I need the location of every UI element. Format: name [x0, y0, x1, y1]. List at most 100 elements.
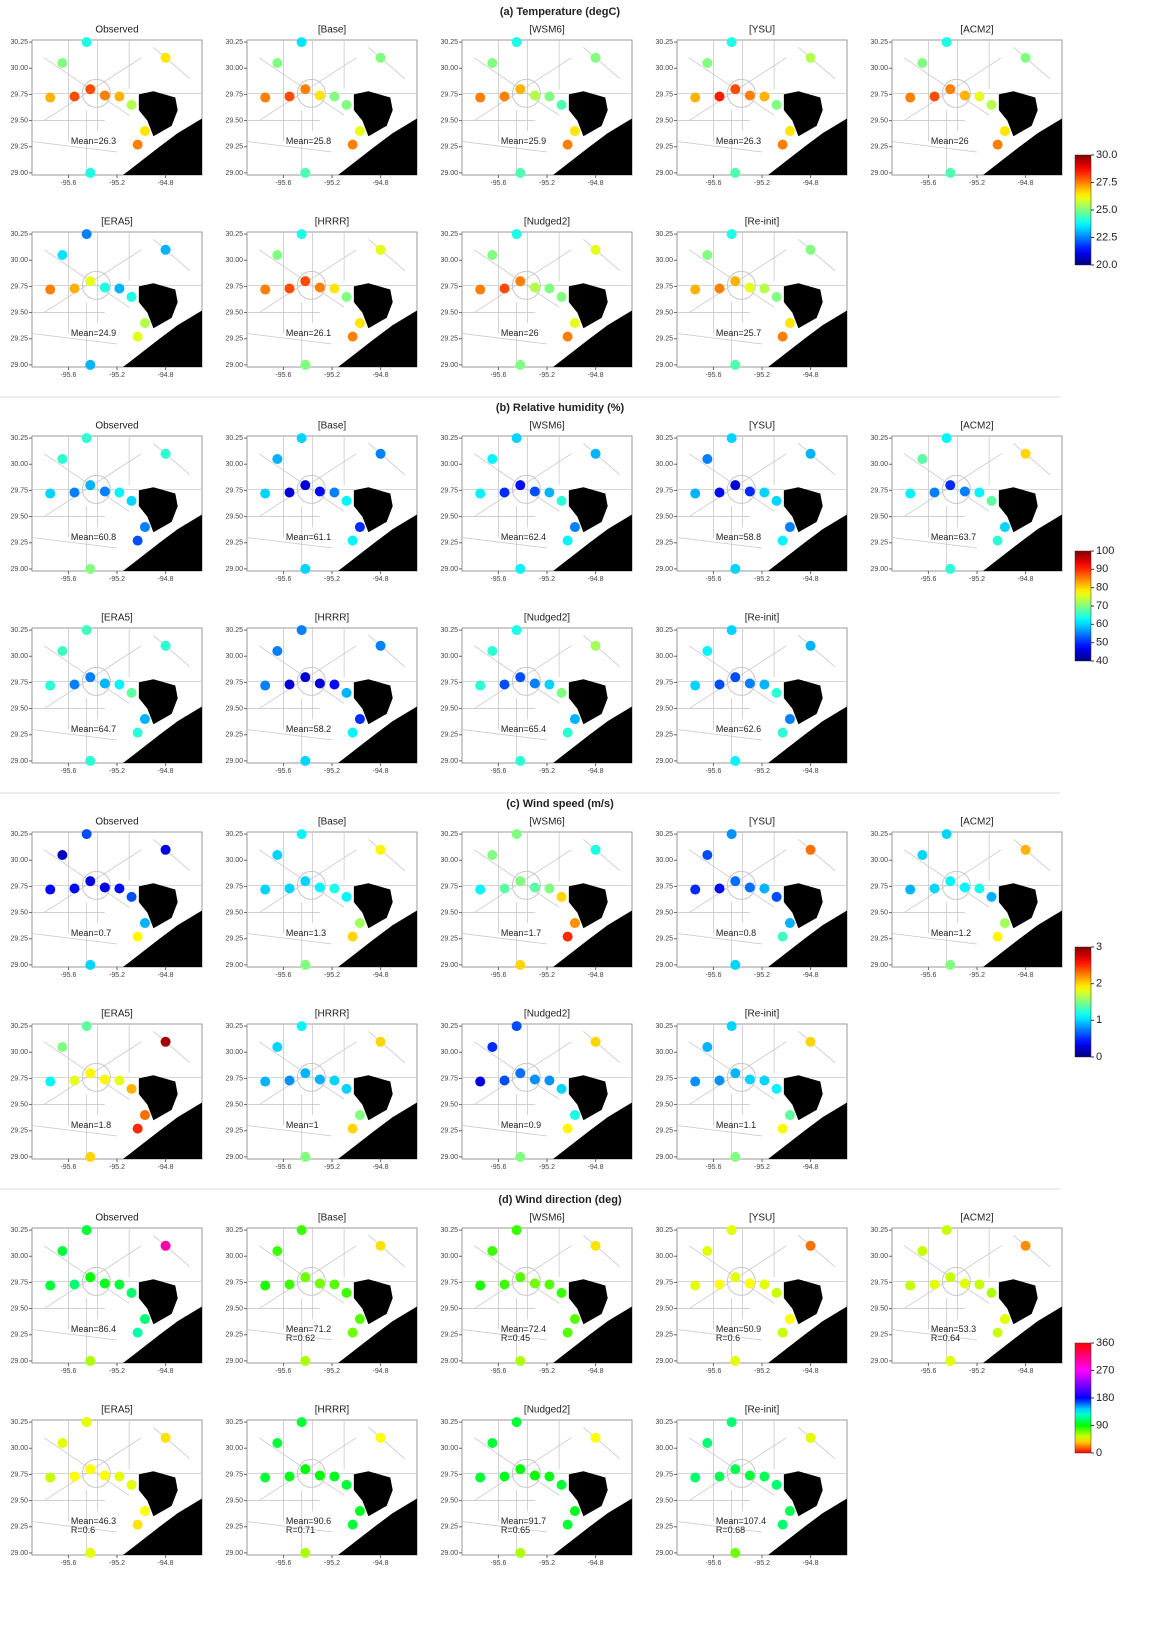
station-marker [139, 1506, 150, 1517]
map-panel: 29.00 29.25 29.50 29.75 30.00 30.25 -95.6 -95.2… [10, 1405, 203, 1567]
y-tick-label: 30.25 [440, 435, 458, 442]
x-tick-label: -94.8 [373, 768, 389, 775]
x-tick-label: -94.8 [588, 1164, 604, 1171]
x-tick-label: -95.2 [754, 972, 770, 979]
x-tick-label: -95.6 [920, 972, 936, 979]
x-tick-label: -94.8 [1018, 1368, 1034, 1375]
station-marker [487, 646, 498, 657]
y-tick-label: 30.25 [655, 1023, 673, 1030]
annotation: Mean=90.6 [286, 1516, 331, 1526]
station-marker [562, 535, 573, 546]
station-marker [986, 891, 997, 902]
station-marker [300, 563, 311, 574]
y-tick-label: 29.00 [870, 962, 888, 969]
station-marker [284, 91, 295, 102]
x-tick-label: -95.6 [60, 576, 76, 583]
y-tick-label: 29.75 [655, 1471, 673, 1478]
station-marker [590, 448, 601, 459]
y-tick-label: 29.25 [440, 1524, 458, 1531]
x-tick-label: -95.6 [490, 768, 506, 775]
station-marker [917, 454, 928, 465]
station-marker [272, 250, 283, 261]
colorbar [1074, 154, 1092, 266]
annotation: Mean=50.9 [716, 1324, 761, 1334]
station-marker [160, 1432, 171, 1443]
y-tick-label: 29.50 [440, 513, 458, 520]
station-marker [272, 1042, 283, 1053]
station-marker [114, 91, 125, 102]
y-tick-label: 29.00 [870, 1358, 888, 1365]
station-marker [515, 84, 526, 95]
map-panel: 29.00 29.25 29.50 29.75 30.00 30.25 -95.6 -95.2… [655, 1405, 848, 1567]
annotation: Mean=0.7 [71, 928, 111, 938]
station-marker [702, 850, 713, 861]
station-marker [160, 1240, 171, 1251]
y-tick-label: 30.25 [655, 1227, 673, 1234]
station-marker [759, 283, 770, 294]
station-marker [475, 284, 486, 295]
colorbar-tick-label: 40 [1096, 655, 1108, 667]
x-tick-label: -94.8 [373, 972, 389, 979]
y-tick-label: 29.00 [655, 362, 673, 369]
x-tick-label: -94.8 [588, 768, 604, 775]
station-marker [347, 331, 358, 342]
station-marker [771, 99, 782, 110]
station-marker [314, 882, 325, 893]
x-tick-label: -94.8 [158, 1164, 174, 1171]
y-tick-label: 30.00 [870, 65, 888, 72]
panel-title: Observed [95, 1213, 138, 1224]
station-marker [139, 126, 150, 137]
station-marker [329, 283, 340, 294]
x-tick-label: -95.2 [324, 576, 340, 583]
station-marker [329, 883, 340, 894]
station-marker [487, 1438, 498, 1449]
map-panel: 29.00 29.25 29.50 29.75 30.00 30.25 -95.6 -95.2… [440, 25, 633, 187]
y-tick-label: 29.75 [10, 487, 28, 494]
station-marker [771, 1287, 782, 1298]
annotation: Mean=1.2 [931, 928, 971, 938]
station-marker [730, 876, 741, 887]
station-marker [992, 535, 1003, 546]
station-marker [375, 52, 386, 63]
station-marker [515, 755, 526, 766]
station-marker [569, 318, 580, 329]
station-marker [726, 1417, 737, 1428]
station-marker [805, 448, 816, 459]
station-marker [85, 1272, 96, 1283]
station-marker [529, 282, 540, 293]
y-tick-label: 29.50 [870, 909, 888, 916]
station-marker [974, 91, 985, 102]
station-marker [945, 480, 956, 491]
station-marker [260, 1280, 271, 1291]
station-marker [569, 1314, 580, 1325]
station-marker [272, 1246, 283, 1257]
station-marker [296, 1021, 307, 1032]
station-marker [515, 672, 526, 683]
station-marker [45, 680, 56, 691]
y-tick-label: 29.00 [655, 962, 673, 969]
y-tick-label: 29.25 [10, 1128, 28, 1135]
annotation: Mean=26 [931, 136, 969, 146]
y-tick-label: 29.25 [440, 144, 458, 151]
station-marker [296, 829, 307, 840]
station-marker [85, 1068, 96, 1079]
y-tick-label: 29.75 [10, 91, 28, 98]
station-marker [272, 646, 283, 657]
station-marker [347, 1519, 358, 1530]
x-tick-label: -95.2 [969, 972, 985, 979]
station-marker [160, 640, 171, 651]
y-tick-label: 29.50 [440, 1101, 458, 1108]
colorbar-tick-label: 180 [1096, 1392, 1114, 1404]
station-marker [730, 84, 741, 95]
station-marker [347, 931, 358, 942]
station-marker [730, 1464, 741, 1475]
x-tick-label: -94.8 [588, 372, 604, 379]
station-marker [341, 99, 352, 110]
station-marker [945, 876, 956, 887]
x-tick-label: -94.8 [158, 372, 174, 379]
station-marker [260, 92, 271, 103]
section-title: (b) Relative humidity (%) [496, 402, 625, 414]
y-tick-label: 30.25 [10, 831, 28, 838]
station-marker [544, 883, 555, 894]
station-marker [702, 250, 713, 261]
